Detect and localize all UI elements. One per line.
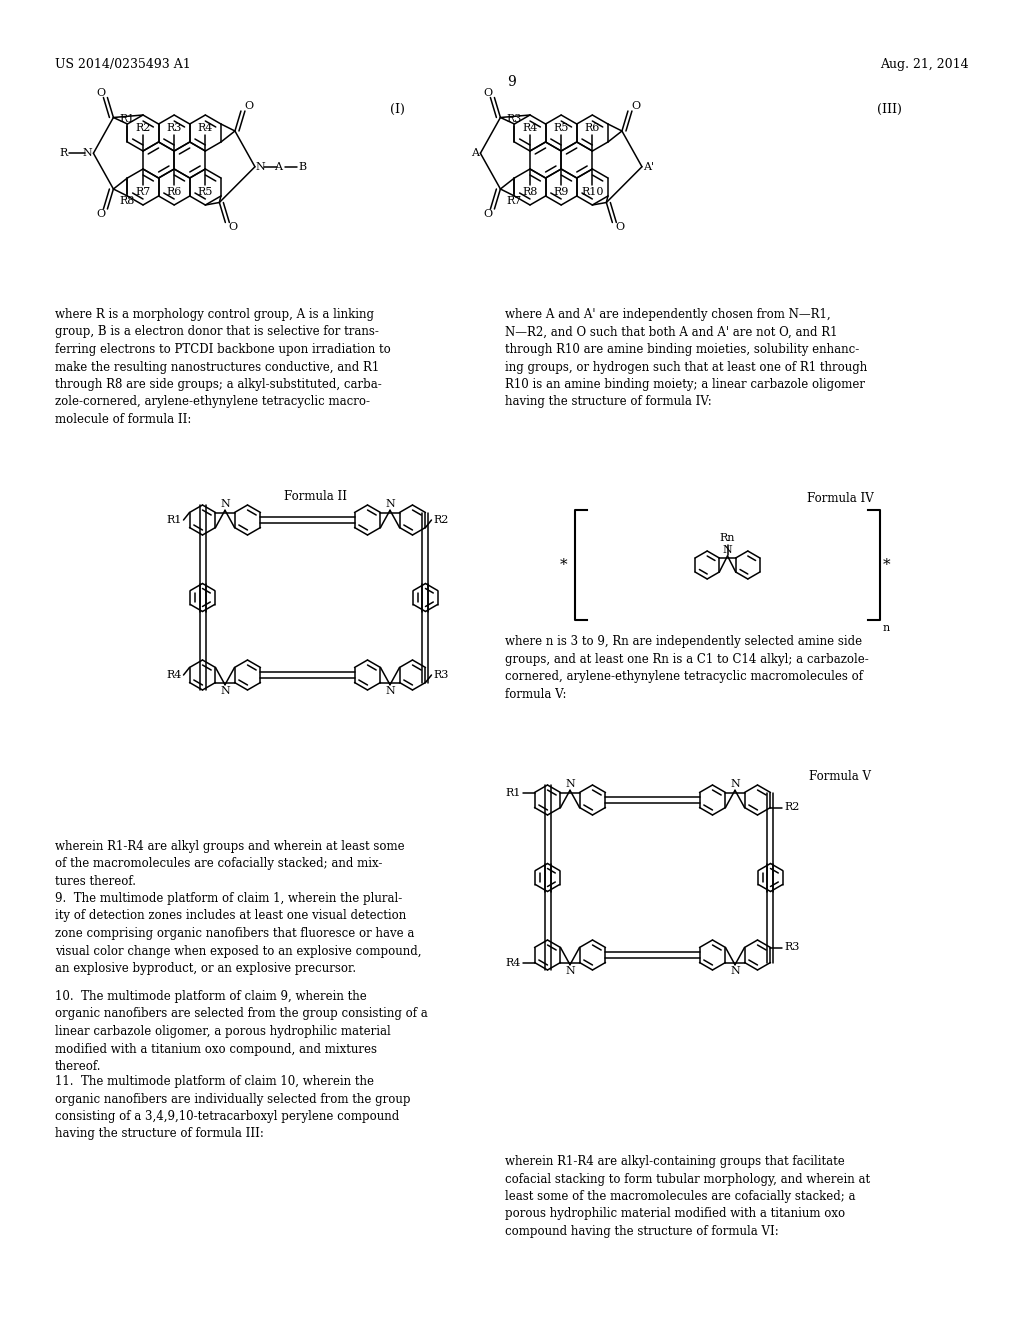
Text: N: N (565, 966, 574, 975)
Text: Formula IV: Formula IV (807, 492, 873, 506)
Text: R5: R5 (198, 187, 213, 197)
Text: R1: R1 (120, 114, 135, 124)
Text: N: N (723, 545, 732, 554)
Text: R10: R10 (581, 187, 603, 197)
Text: R7: R7 (507, 195, 522, 206)
Text: N: N (385, 686, 395, 696)
Text: where A and A' are independently chosen from N—R1,
N—R2, and O such that both A : where A and A' are independently chosen … (505, 308, 867, 408)
Text: O: O (615, 223, 625, 232)
Text: wherein R1-R4 are alkyl-containing groups that facilitate
cofacial stacking to f: wherein R1-R4 are alkyl-containing group… (505, 1155, 870, 1238)
Text: A: A (274, 162, 282, 172)
Text: R2: R2 (433, 515, 449, 525)
Text: Formula V: Formula V (809, 770, 871, 783)
Text: 9: 9 (508, 75, 516, 88)
Text: 10.  The multimode platform of claim 9, wherein the
organic nanofibers are selec: 10. The multimode platform of claim 9, w… (55, 990, 428, 1073)
Text: A': A' (643, 162, 654, 172)
Text: R4: R4 (522, 123, 538, 133)
Text: R6: R6 (167, 187, 182, 197)
Text: O: O (484, 87, 493, 98)
Text: N: N (220, 686, 229, 696)
Text: (III): (III) (877, 103, 902, 116)
Text: R3: R3 (433, 671, 449, 680)
Text: (I): (I) (390, 103, 404, 116)
Text: Aug. 21, 2014: Aug. 21, 2014 (881, 58, 969, 71)
Text: R5: R5 (554, 123, 569, 133)
Text: O: O (245, 102, 254, 111)
Text: N: N (256, 162, 265, 172)
Text: R1: R1 (505, 788, 520, 797)
Text: R8: R8 (522, 187, 538, 197)
Text: where n is 3 to 9, Rn are independently selected amine side
groups, and at least: where n is 3 to 9, Rn are independently … (505, 635, 868, 701)
Text: R7: R7 (135, 187, 151, 197)
Text: R4: R4 (198, 123, 213, 133)
Text: R4: R4 (166, 671, 181, 680)
Text: O: O (97, 87, 105, 98)
Text: N: N (220, 499, 229, 510)
Text: 11.  The multimode platform of claim 10, wherein the
organic nanofibers are indi: 11. The multimode platform of claim 10, … (55, 1074, 411, 1140)
Text: O: O (228, 223, 238, 232)
Text: n: n (883, 623, 890, 634)
Text: where R is a morphology control group, A is a linking
group, B is a electron don: where R is a morphology control group, A… (55, 308, 391, 426)
Text: N: N (730, 966, 740, 975)
Text: N: N (565, 779, 574, 789)
Text: R6: R6 (585, 123, 600, 133)
Text: O: O (484, 209, 493, 219)
Text: US 2014/0235493 A1: US 2014/0235493 A1 (55, 58, 190, 71)
Text: Rn: Rn (720, 533, 735, 543)
Text: 9.  The multimode platform of claim 1, wherein the plural-
ity of detection zone: 9. The multimode platform of claim 1, wh… (55, 892, 422, 975)
Text: O: O (97, 209, 105, 219)
Text: R2: R2 (135, 123, 151, 133)
Text: R: R (59, 148, 68, 158)
Text: N: N (385, 499, 395, 510)
Text: R2: R2 (784, 803, 800, 813)
Text: wherein R1-R4 are alkyl groups and wherein at least some
of the macromolecules a: wherein R1-R4 are alkyl groups and where… (55, 840, 404, 888)
Text: *: * (559, 558, 567, 572)
Text: R4: R4 (505, 957, 520, 968)
Text: R3: R3 (784, 942, 800, 953)
Text: R3: R3 (507, 114, 522, 124)
Text: *: * (883, 558, 891, 572)
Text: R8: R8 (120, 195, 135, 206)
Text: B: B (298, 162, 306, 172)
Text: Formula II: Formula II (284, 490, 346, 503)
Text: O: O (632, 102, 640, 111)
Text: R1: R1 (166, 515, 181, 525)
Text: R9: R9 (554, 187, 569, 197)
Text: N: N (83, 148, 92, 158)
Text: R3: R3 (167, 123, 182, 133)
Text: N: N (730, 779, 740, 789)
Text: A: A (471, 148, 479, 158)
